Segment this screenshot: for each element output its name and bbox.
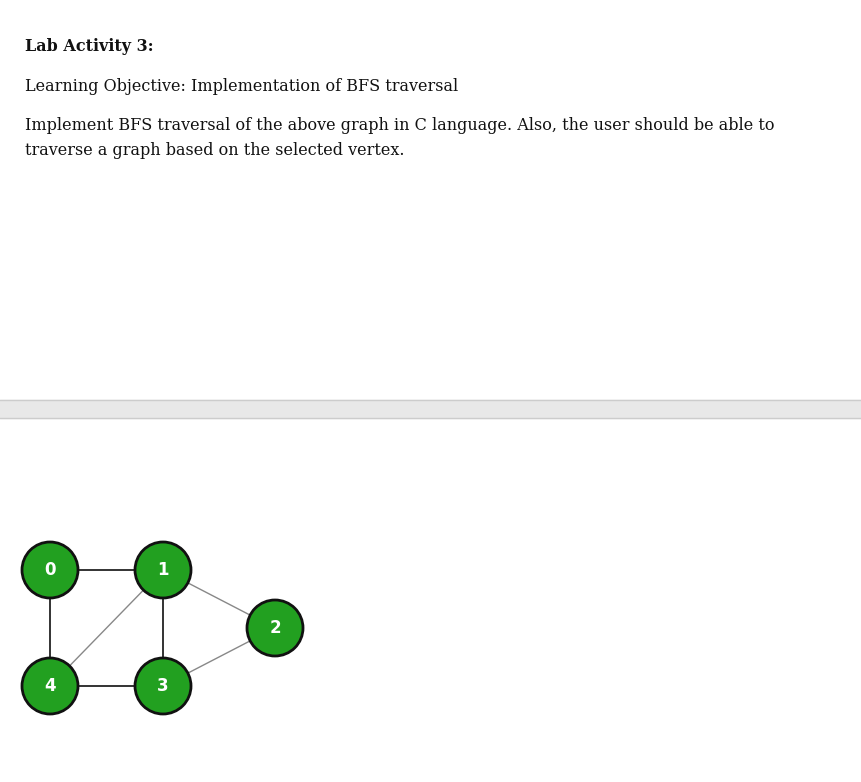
Circle shape <box>22 542 78 598</box>
Text: 4: 4 <box>44 677 56 695</box>
Circle shape <box>135 658 191 714</box>
Text: 3: 3 <box>158 677 169 695</box>
Circle shape <box>135 542 191 598</box>
Text: 0: 0 <box>44 561 56 579</box>
Text: Implement BFS traversal of the above graph in C language. Also, the user should : Implement BFS traversal of the above gra… <box>25 117 775 134</box>
Text: 1: 1 <box>158 561 169 579</box>
Text: Learning Objective: Implementation of BFS traversal: Learning Objective: Implementation of BF… <box>25 78 458 95</box>
Text: traverse a graph based on the selected vertex.: traverse a graph based on the selected v… <box>25 142 405 159</box>
Text: Lab Activity 3:: Lab Activity 3: <box>25 38 153 55</box>
Text: 2: 2 <box>269 619 281 637</box>
Circle shape <box>247 600 303 656</box>
Circle shape <box>22 658 78 714</box>
